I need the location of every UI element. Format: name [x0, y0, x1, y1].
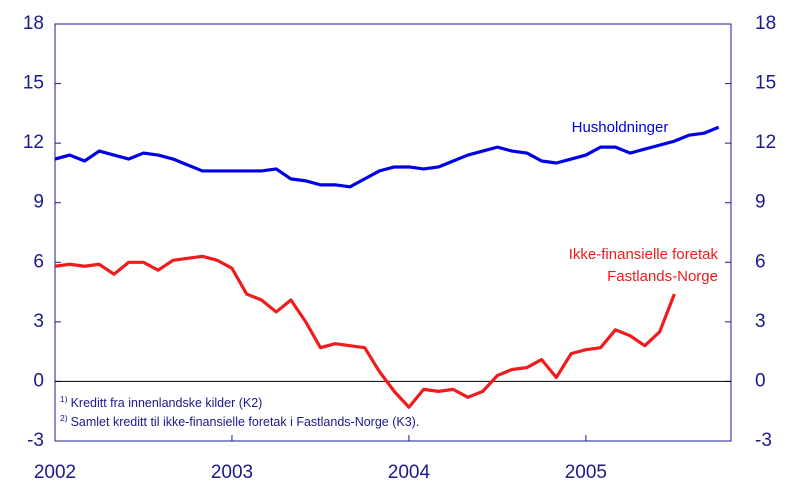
y-tick-label: -3 [27, 430, 44, 451]
footnote: 1) Kreditt fra innenlandske kilder (K2) [60, 394, 262, 410]
footnote: 2) Samlet kreditt til ikke-finansielle fo… [60, 413, 419, 429]
y-tick-label: 0 [33, 370, 44, 391]
y2-tick-label: 6 [755, 251, 766, 272]
series-label: Fastlands-Norge [607, 268, 718, 285]
y2-tick-label: -3 [755, 430, 772, 451]
x-tick-label: 2005 [565, 462, 607, 483]
series-line [54, 125, 720, 189]
footnote-text: Kreditt fra innenlandske kilder (K2) [71, 396, 263, 410]
y2-tick-label: 12 [755, 132, 776, 153]
footnote-mark: 2) [60, 413, 68, 423]
y-tick-label: 9 [33, 192, 44, 213]
y2-tick-label: 15 [755, 73, 776, 94]
y-tick-label: 18 [23, 13, 44, 34]
y2-tick-label: 18 [755, 13, 776, 34]
footnote-text: Samlet kreditt til ikke-finansielle fore… [71, 415, 420, 429]
x-tick-label: 2002 [34, 462, 76, 483]
y2-tick-label: 9 [755, 192, 766, 213]
x-tick-label: 2003 [211, 462, 253, 483]
y-tick-label: 15 [23, 73, 44, 94]
y-tick-label: 12 [23, 132, 44, 153]
y-tick-label: 6 [33, 251, 44, 272]
y2-tick-label: 3 [755, 311, 766, 332]
series-label: Husholdninger [572, 119, 669, 136]
y2-tick-label: 0 [755, 370, 766, 391]
series-line [54, 254, 676, 409]
plot-frame [54, 23, 732, 442]
x-tick-label: 2004 [388, 462, 431, 483]
series-label: Ikke-finansielle foretak [569, 246, 719, 263]
footnote-mark: 1) [60, 394, 68, 404]
y-tick-label: 3 [33, 311, 44, 332]
